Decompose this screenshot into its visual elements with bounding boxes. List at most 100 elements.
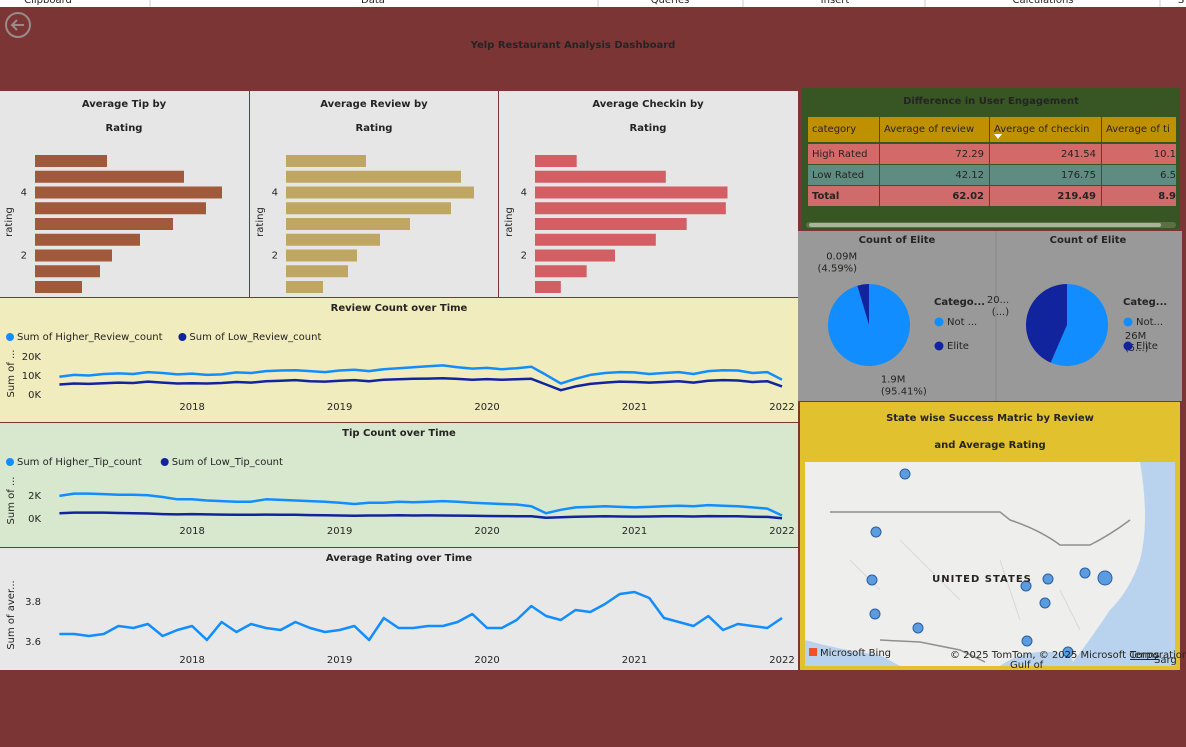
back-button[interactable] xyxy=(5,12,31,38)
y-axis-title: rating xyxy=(504,207,515,237)
bar xyxy=(535,155,577,167)
x-tick-label: 2019 xyxy=(327,402,352,413)
header-cell xyxy=(990,117,1101,142)
y-tick-label: 4 xyxy=(21,188,27,199)
table-cell xyxy=(1102,165,1176,185)
row-label: Total xyxy=(812,191,839,202)
data-label: 0.09M (4.59%) xyxy=(818,252,858,275)
y-axis-title: Sum of aver... xyxy=(6,580,17,649)
map-bubble[interactable] xyxy=(1097,570,1113,586)
x-tick-label: 2021 xyxy=(622,402,647,413)
bar xyxy=(35,233,140,246)
bar xyxy=(535,265,587,278)
cell-value: 219.49 xyxy=(1057,191,1096,202)
legend-label: Not ... xyxy=(947,317,977,328)
y-tick-label: 0K xyxy=(28,514,41,525)
legend-label: Sum of Low_Review_count xyxy=(189,332,321,343)
table-cell xyxy=(990,165,1101,185)
pie-slice xyxy=(1050,284,1108,366)
map-bubble[interactable] xyxy=(869,608,881,620)
map-bubble[interactable] xyxy=(870,526,882,538)
pie-slice xyxy=(827,284,910,366)
y-axis-title: rating xyxy=(4,207,15,237)
bar xyxy=(535,170,666,183)
cell-value: 72.29 xyxy=(955,149,984,160)
column-header: Average of ti xyxy=(1106,124,1170,135)
map-logo: Microsoft Bing xyxy=(820,648,891,659)
map-bubble[interactable] xyxy=(1079,567,1091,579)
y-axis-title: Sum of ... xyxy=(6,350,17,398)
map-terms: Terms xyxy=(1129,650,1159,661)
cell-value: 62.02 xyxy=(952,191,984,202)
bar xyxy=(35,186,222,199)
data-label: 26M (5...) xyxy=(1125,331,1149,354)
table-cell xyxy=(990,144,1101,164)
map-bubble[interactable] xyxy=(1042,573,1054,585)
pie-slice xyxy=(857,284,869,325)
legend-marker xyxy=(934,317,944,327)
bar xyxy=(35,281,82,293)
panel xyxy=(0,298,798,422)
legend-marker xyxy=(1123,317,1133,327)
cell-value: 241.54 xyxy=(1061,149,1096,160)
y-tick-label: 2 xyxy=(521,251,527,262)
y-tick-label: 2 xyxy=(21,251,27,262)
column-header: category xyxy=(812,124,856,135)
country-label: UNITED STATES xyxy=(932,574,1032,585)
bar xyxy=(286,218,410,230)
y-axis-title: rating xyxy=(255,207,266,237)
column-header: Average of checkin xyxy=(994,124,1089,135)
table-cell xyxy=(808,186,879,206)
table-cell xyxy=(808,144,879,164)
x-tick-label: 2021 xyxy=(622,526,647,537)
legend-label: Sum of Higher_Review_count xyxy=(17,332,163,343)
map-bubble[interactable] xyxy=(899,468,911,480)
y-tick-label: 20K xyxy=(22,352,42,363)
scroll-thumb[interactable] xyxy=(809,223,1161,227)
x-tick-label: 2019 xyxy=(327,526,352,537)
legend-marker xyxy=(934,341,944,351)
cell-value: 42.12 xyxy=(955,170,984,181)
bar xyxy=(35,265,100,278)
bar xyxy=(286,249,357,262)
x-tick-label: 2020 xyxy=(474,526,499,537)
header-cell xyxy=(808,117,879,142)
table: category Average of review Average of chec… xyxy=(808,117,1176,206)
x-tick-label: 2018 xyxy=(179,655,204,666)
bar xyxy=(535,202,726,215)
line-series xyxy=(59,376,783,392)
table-cell xyxy=(990,186,1101,206)
table-cell xyxy=(1102,186,1176,206)
bar xyxy=(35,170,184,183)
ribbon-label: Data xyxy=(361,0,385,6)
map-bubble[interactable] xyxy=(1020,580,1032,592)
table-cell xyxy=(880,144,989,164)
dashboard-title: Yelp Restaurant Analysis Dashboard xyxy=(470,40,676,51)
row-label: Low Rated xyxy=(812,170,864,181)
y-tick-label: 10K xyxy=(22,371,42,382)
legend-label: Elite xyxy=(947,341,969,352)
x-tick-label: 2019 xyxy=(327,655,352,666)
map-bubble[interactable] xyxy=(1039,597,1051,609)
legend-marker xyxy=(178,333,187,341)
map-bubble[interactable] xyxy=(1062,646,1074,658)
ribbon xyxy=(0,0,1186,7)
bar xyxy=(286,265,348,278)
x-tick-label: 2022 xyxy=(769,402,794,413)
bar xyxy=(535,249,615,262)
border xyxy=(879,639,986,663)
map-bubble[interactable] xyxy=(1021,635,1033,647)
bar xyxy=(286,186,474,199)
bing-logo xyxy=(809,648,817,656)
bar xyxy=(286,155,366,167)
map-bubble[interactable] xyxy=(866,574,878,586)
bar xyxy=(535,218,687,230)
map-bubble[interactable] xyxy=(912,622,924,634)
ocean xyxy=(1070,462,1175,666)
bar xyxy=(535,233,656,246)
y-tick-label: 4 xyxy=(272,188,278,199)
column-header: Average of review xyxy=(884,124,974,135)
header-cell xyxy=(1102,117,1176,142)
